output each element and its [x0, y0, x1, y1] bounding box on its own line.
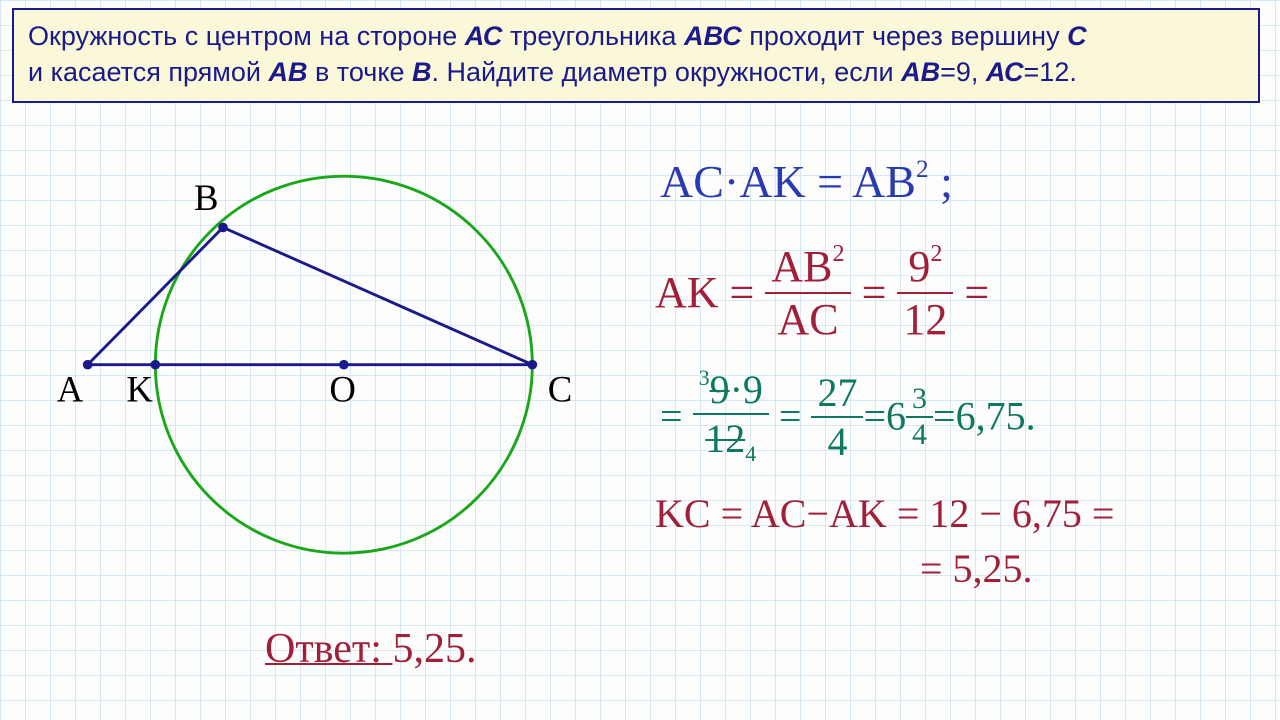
text: в точке: [307, 57, 412, 87]
fraction-simplify: 39·9124: [693, 366, 769, 467]
fraction-ab2-ac: AB2 AC: [765, 241, 850, 345]
exponent: 2: [916, 155, 929, 183]
text: =6,75.: [933, 394, 1036, 439]
answer-label: Ответ:: [265, 626, 392, 672]
text: KC = AC−AK = 12 − 6,75 =: [655, 491, 1115, 536]
var-b: В: [412, 57, 432, 87]
step-1: AC·AK = AB2 ;: [660, 155, 953, 208]
segment-bc: [223, 227, 532, 364]
step-4: KC = AC−AK = 12 − 6,75 =: [655, 490, 1115, 537]
strike12: 12: [705, 416, 745, 461]
fraction-27-4: 274: [811, 369, 863, 465]
mixed-3-4: 34: [906, 382, 933, 452]
point-a: [83, 360, 93, 370]
strike9: 9: [710, 367, 730, 412]
text: проходит через вершину: [742, 21, 1067, 51]
label-b: B: [194, 177, 219, 218]
num: AB: [771, 242, 832, 291]
den: AC: [765, 292, 850, 345]
text: . Найдите диаметр окружности, если: [432, 57, 902, 87]
step-3: = 39·9124 = 274=634=6,75.: [660, 370, 1036, 471]
answer-line: Ответ: 5,25.: [265, 625, 476, 673]
label-a: A: [57, 368, 84, 409]
num: 27: [811, 369, 863, 416]
step-2: AK = AB2AC = 9212 =: [655, 245, 989, 349]
label-c: C: [548, 368, 573, 409]
text: =: [851, 268, 898, 317]
var-ac: АС: [465, 21, 503, 51]
text: треугольника: [502, 21, 684, 51]
den: 4: [906, 416, 933, 452]
var-c: С: [1067, 21, 1087, 51]
text: ;: [929, 156, 953, 207]
var-ab-eq: АВ: [901, 57, 940, 87]
fraction-81-12: 92 12: [897, 241, 953, 345]
den: 12: [897, 292, 953, 345]
text: Окружность с центром на стороне: [28, 21, 465, 51]
label-k: K: [126, 368, 153, 409]
dot9: ·9: [730, 367, 763, 412]
sub4: 4: [745, 441, 756, 466]
text: AC·AK = AB: [660, 156, 916, 207]
var-ac-eq: АС: [986, 57, 1024, 87]
text: =6: [863, 394, 906, 439]
text: AK =: [655, 268, 765, 317]
text: = 5,25.: [920, 546, 1033, 591]
text: и касается прямой: [28, 57, 268, 87]
sup3: 3: [699, 365, 710, 390]
point-c: [528, 360, 538, 370]
label-o: O: [329, 368, 356, 409]
var-ab: АВ: [268, 57, 307, 87]
num: 3: [906, 382, 933, 416]
point-b: [218, 223, 228, 233]
exp: 2: [833, 240, 845, 267]
text: =: [769, 394, 812, 439]
exp: 2: [930, 240, 942, 267]
text: =12.: [1024, 57, 1077, 87]
geometry-diagram: A B C K O: [20, 135, 600, 575]
step-5: = 5,25.: [920, 545, 1033, 592]
text: =: [660, 394, 693, 439]
num: 9: [908, 242, 930, 291]
den: 4: [811, 416, 863, 465]
problem-statement: Окружность с центром на стороне АС треуг…: [12, 8, 1260, 103]
var-abc: АВС: [684, 21, 742, 51]
text: =: [953, 268, 989, 317]
text: =9,: [940, 57, 986, 87]
answer-value: 5,25.: [392, 626, 476, 672]
